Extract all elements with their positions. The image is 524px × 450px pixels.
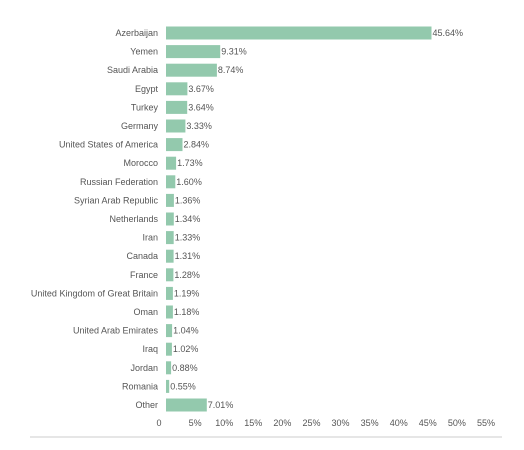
bar: [166, 100, 188, 114]
x-tick-label: 25%: [302, 418, 320, 428]
category-labels-layer: Azerbaijan Yemen Saudi Arabia Egypt Turkey Ge…: [31, 28, 159, 410]
category-label: Azerbaijan: [115, 28, 158, 38]
value-label: 1.02%: [173, 344, 199, 354]
bar: [166, 379, 170, 393]
x-tick-label: 10%: [215, 418, 233, 428]
bar: [166, 138, 183, 152]
category-label: United Kingdom of Great Britain: [31, 288, 158, 298]
category-label: Canada: [126, 251, 158, 261]
bar: [166, 82, 188, 96]
value-labels-layer: 45.64% 9.31% 8.74% 3.67% 3.64% 3.33% 2.84% 1.73…: [170, 28, 463, 410]
bar: [166, 249, 174, 263]
value-label: 1.73%: [177, 158, 203, 168]
bar: [166, 361, 172, 375]
value-label: 1.28%: [174, 270, 200, 280]
x-tick-label: 40%: [390, 418, 408, 428]
category-label: Iraq: [142, 344, 158, 354]
value-label: 2.84%: [184, 140, 210, 150]
category-label: Iran: [142, 233, 158, 243]
bar: [166, 193, 174, 207]
bar: [166, 156, 177, 170]
value-label: 1.33%: [175, 233, 201, 243]
category-label: United States of America: [59, 140, 158, 150]
bar: [166, 305, 173, 319]
category-label: Russian Federation: [80, 177, 158, 187]
x-tick-label: 0: [156, 418, 161, 428]
bar: [166, 286, 173, 300]
value-label: 0.88%: [172, 363, 198, 373]
x-tick-label: 5%: [189, 418, 202, 428]
bar: [166, 119, 186, 133]
value-label: 0.55%: [170, 381, 196, 391]
x-tick-label: 30%: [331, 418, 349, 428]
bar: [166, 398, 207, 412]
category-label: Netherlands: [109, 214, 158, 224]
category-label: Morocco: [123, 158, 158, 168]
x-tick-label: 45%: [419, 418, 437, 428]
category-label: Germany: [121, 121, 159, 131]
value-label: 1.60%: [176, 177, 202, 187]
category-label: United Arab Emirates: [73, 326, 159, 336]
category-label: Egypt: [135, 84, 159, 94]
value-label: 9.31%: [221, 47, 247, 57]
category-label: Yemen: [130, 47, 158, 57]
category-label: Saudi Arabia: [107, 65, 158, 75]
bar: [166, 268, 174, 282]
value-label: 3.33%: [186, 121, 212, 131]
value-label: 3.64%: [188, 102, 214, 112]
x-tick-label: 50%: [448, 418, 466, 428]
bar: [166, 63, 217, 77]
x-tick-label: 15%: [244, 418, 262, 428]
category-label: Jordan: [130, 363, 158, 373]
bar: [166, 45, 221, 59]
category-label: Turkey: [131, 102, 159, 112]
x-tick-label: 20%: [273, 418, 291, 428]
value-label: 1.34%: [175, 214, 201, 224]
value-label: 1.04%: [173, 326, 199, 336]
x-tick-labels-layer: 0 5% 10% 15% 20% 25% 30% 35% 40% 45% 50% 55%: [156, 418, 495, 428]
x-tick-label: 35%: [361, 418, 379, 428]
value-label: 1.18%: [174, 307, 200, 317]
bar: [166, 175, 176, 189]
bar: [166, 342, 172, 356]
value-label: 8.74%: [218, 65, 244, 75]
value-label: 45.64%: [433, 28, 464, 38]
value-label: 7.01%: [208, 400, 234, 410]
bar: [166, 231, 174, 245]
category-label: Oman: [133, 307, 158, 317]
bars-layer: [166, 26, 432, 412]
x-tick-label: 55%: [477, 418, 495, 428]
category-label: France: [130, 270, 158, 280]
value-label: 1.31%: [175, 251, 201, 261]
category-label: Romania: [122, 381, 158, 391]
bar: [166, 26, 432, 40]
bar: [166, 324, 173, 338]
bar: [166, 212, 174, 226]
value-label: 1.19%: [174, 288, 200, 298]
value-label: 3.67%: [188, 84, 214, 94]
value-label: 1.36%: [175, 195, 201, 205]
category-label: Syrian Arab Republic: [74, 195, 159, 205]
category-label: Other: [135, 400, 158, 410]
